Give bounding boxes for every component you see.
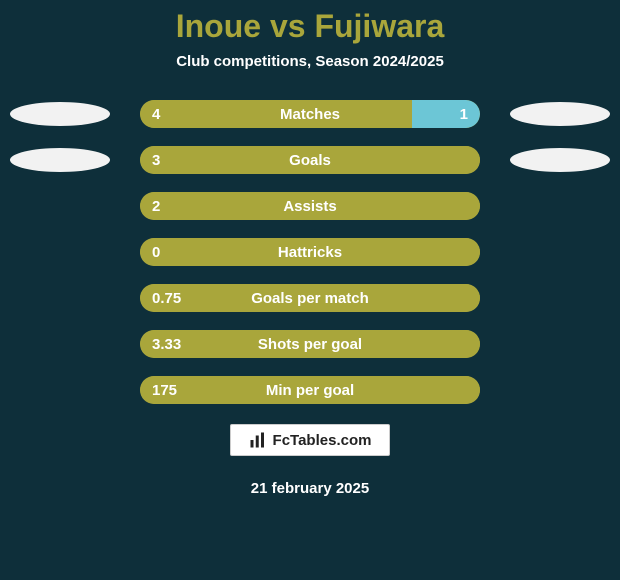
stat-value-right: 1 (460, 106, 468, 123)
stat-row: 0.75 Goals per match (0, 284, 620, 312)
stat-bar: 2 Assists (140, 192, 480, 220)
stat-row: 0 Hattricks (0, 238, 620, 266)
stat-value-left: 0 (152, 244, 160, 261)
stat-bar: 3 Goals (140, 146, 480, 174)
stat-value-left: 0.75 (152, 290, 181, 307)
comparison-infographic: Inoue vs Fujiwara Club competitions, Sea… (0, 0, 620, 580)
bar-segment-right (412, 100, 480, 128)
stat-label: Goals (289, 152, 331, 169)
stat-label: Assists (283, 198, 336, 215)
stat-label: Shots per goal (258, 336, 362, 353)
stat-row: 175 Min per goal (0, 376, 620, 404)
player-shape-left (10, 148, 110, 172)
bar-segment-left (140, 100, 412, 128)
stat-bar: 0.75 Goals per match (140, 284, 480, 312)
chart-area: 4 1 Matches 3 Goals 2 Assists 0 Hattricks 0.75 Goa… (0, 100, 620, 404)
stat-bar: 175 Min per goal (140, 376, 480, 404)
bars-icon (249, 431, 267, 449)
player-shape-right (510, 148, 610, 172)
stat-value-left: 3.33 (152, 336, 181, 353)
stat-value-left: 3 (152, 152, 160, 169)
page-title: Inoue vs Fujiwara (176, 8, 445, 45)
player-shape-left (10, 102, 110, 126)
stat-value-left: 175 (152, 382, 177, 399)
stat-row: 3 Goals (0, 146, 620, 174)
date-text: 21 february 2025 (251, 480, 369, 497)
stat-value-left: 2 (152, 198, 160, 215)
stat-bar: 3.33 Shots per goal (140, 330, 480, 358)
stat-value-left: 4 (152, 106, 160, 123)
stat-row: 3.33 Shots per goal (0, 330, 620, 358)
subtitle: Club competitions, Season 2024/2025 (176, 53, 444, 70)
stat-label: Matches (280, 106, 340, 123)
stat-row: 2 Assists (0, 192, 620, 220)
stat-bar: 0 Hattricks (140, 238, 480, 266)
stat-label: Hattricks (278, 244, 342, 261)
stat-label: Min per goal (266, 382, 354, 399)
stat-label: Goals per match (251, 290, 369, 307)
stat-bar: 4 1 Matches (140, 100, 480, 128)
stat-row: 4 1 Matches (0, 100, 620, 128)
logo-text: FcTables.com (273, 432, 372, 449)
source-logo: FcTables.com (230, 424, 391, 456)
player-shape-right (510, 102, 610, 126)
